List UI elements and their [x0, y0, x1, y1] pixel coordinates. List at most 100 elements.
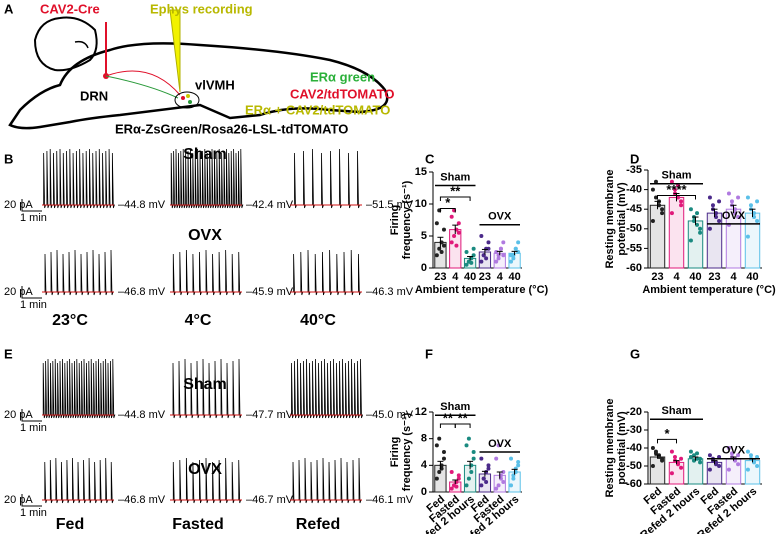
y-tick-label: -50	[626, 223, 642, 235]
data-point	[441, 243, 446, 248]
significance: ****	[666, 182, 687, 197]
scale-bar	[21, 199, 42, 212]
scale-label: 1 min	[20, 422, 47, 434]
data-point	[660, 211, 665, 216]
potential-label: –47.7 mV	[246, 409, 294, 421]
data-point	[717, 455, 722, 459]
panel-label: B	[4, 151, 13, 166]
row-title: OVX	[188, 461, 222, 478]
data-point	[676, 462, 681, 467]
data-point	[688, 455, 693, 459]
data-point	[486, 240, 491, 245]
scale-label: 1 min	[20, 299, 47, 311]
data-point	[679, 199, 684, 204]
data-point	[441, 456, 446, 461]
data-point	[509, 483, 514, 488]
potential-label: –45.9 mV	[246, 286, 294, 298]
label: CAV2-Cre	[40, 1, 100, 16]
data-point	[434, 476, 439, 481]
data-point	[484, 256, 489, 261]
data-point	[454, 484, 459, 489]
data-point	[479, 234, 484, 238]
data-point	[710, 203, 715, 208]
data-point	[745, 234, 750, 239]
row-title: Sham	[183, 376, 227, 393]
cell	[181, 96, 185, 100]
column-label: 40°C	[300, 312, 336, 329]
panel-label: F	[425, 346, 433, 361]
panel-label: G	[630, 346, 640, 361]
data-point	[745, 195, 750, 200]
x-tick-label: 40	[464, 271, 476, 283]
data-point	[441, 450, 446, 454]
data-point	[434, 253, 439, 258]
data-point	[736, 462, 741, 467]
data-point	[511, 256, 516, 261]
data-point	[679, 456, 684, 461]
data-point	[698, 226, 703, 231]
data-point	[454, 243, 459, 248]
data-point	[650, 187, 655, 192]
x-tick-label: 40	[689, 271, 701, 283]
data-point	[695, 211, 700, 216]
potential-label: –44.8 mV	[118, 199, 166, 211]
data-point	[509, 259, 514, 264]
data-point	[676, 183, 681, 188]
data-point	[748, 203, 753, 208]
brain-outline	[8, 16, 389, 130]
data-point	[745, 467, 750, 472]
potential-label: –46.1 mV	[366, 494, 414, 506]
y-tick-label: 15	[415, 166, 427, 178]
data-point	[486, 463, 491, 468]
trace	[42, 148, 115, 209]
scale-bar	[21, 494, 42, 507]
data-point	[469, 260, 474, 265]
data-point	[496, 483, 501, 488]
data-point	[479, 483, 484, 488]
data-point	[726, 191, 731, 196]
data-point	[441, 227, 446, 232]
data-point	[736, 215, 741, 220]
projection	[105, 75, 179, 99]
trace	[170, 249, 242, 296]
y-tick-label: 5	[421, 230, 427, 242]
data-point	[676, 195, 681, 200]
data-point	[481, 476, 486, 481]
data-point	[755, 455, 760, 459]
data-point	[456, 230, 461, 235]
data-point	[466, 476, 471, 481]
data-point	[707, 226, 712, 231]
data-point	[733, 211, 738, 216]
data-point	[736, 195, 741, 200]
label: ERα-ZsGreen/Rosa26-LSL-tdTOMATO	[115, 121, 348, 136]
data-point	[679, 465, 684, 470]
potential-label: –51.5 mV	[366, 199, 414, 211]
data-point	[714, 215, 719, 220]
data-point	[494, 250, 499, 254]
data-point	[660, 456, 665, 461]
data-point	[464, 483, 469, 488]
data-point	[501, 470, 506, 474]
data-point	[494, 486, 499, 491]
significance-bracket	[657, 438, 677, 444]
data-point	[688, 238, 693, 243]
data-point	[717, 464, 722, 468]
data-point	[501, 480, 506, 484]
panel-label: A	[4, 1, 14, 16]
y-axis-label: Firing	[389, 205, 401, 236]
data-point	[464, 250, 469, 254]
data-point	[516, 460, 521, 464]
data-point	[717, 218, 722, 223]
data-point	[471, 450, 476, 454]
scale-label: 1 min	[20, 212, 47, 224]
projection	[105, 70, 181, 96]
y-axis-label: Firing	[389, 437, 401, 468]
data-point	[748, 453, 753, 458]
row-title: OVX	[188, 227, 222, 244]
cell	[188, 100, 192, 104]
data-point	[752, 215, 757, 220]
scale-label: 20 pA	[4, 409, 33, 421]
electrode	[169, 9, 181, 93]
data-point	[650, 218, 655, 223]
